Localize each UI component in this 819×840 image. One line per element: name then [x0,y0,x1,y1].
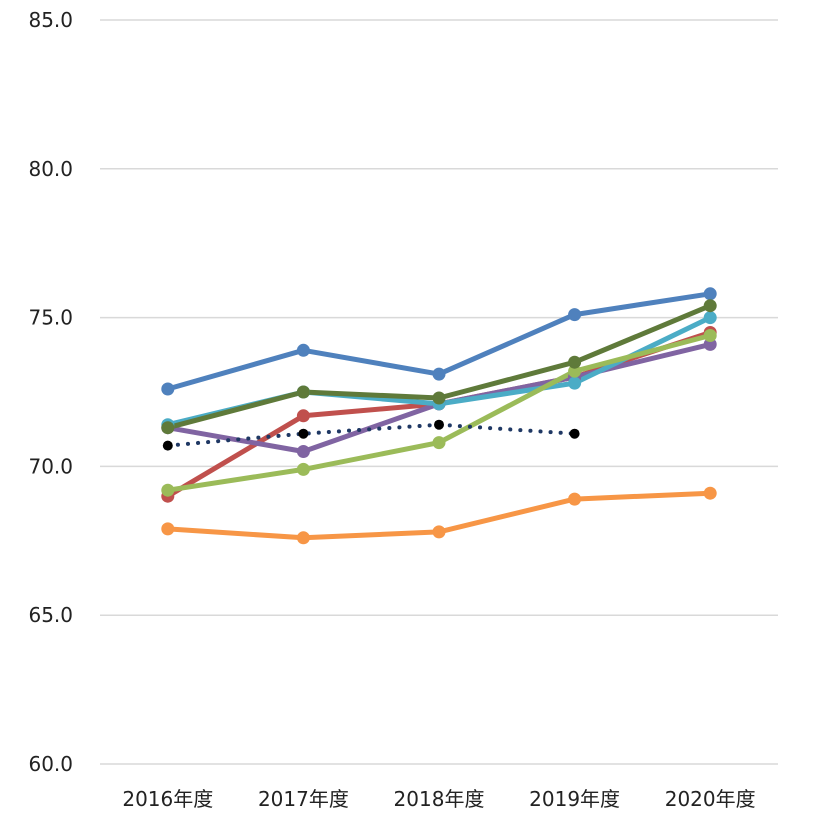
series-1-point [432,367,446,381]
x-tick-label: 2019年度 [529,787,620,811]
series-8-point [298,428,309,439]
series-8-point [434,419,444,430]
series-7-point [568,355,582,369]
series-7-point [161,421,175,435]
series-3-point [703,337,717,351]
series-2-point [296,409,310,423]
y-tick-label: 85.0 [28,8,73,32]
y-tick-label: 80.0 [28,157,73,181]
series-8-point [162,440,173,451]
y-axis-tick-labels: 60.0 65.0 70.0 75.0 80.0 85.0 [28,8,73,776]
series-7-point [703,299,717,313]
series-5-point [568,364,582,378]
series-4-point [703,311,717,325]
series-1-point [568,308,582,322]
series-1-point [703,287,717,301]
series-7-point [296,385,310,399]
series-5-point [161,483,175,497]
series-1-point [161,382,175,396]
series-5-point [296,462,310,476]
series-5-point [703,329,717,342]
series-lines [165,291,713,541]
series-5-point [432,436,446,450]
gridlines [100,19,778,765]
y-tick-label: 65.0 [28,603,73,627]
y-tick-label: 75.0 [28,306,73,330]
y-tick-label: 60.0 [28,752,73,776]
series-6-point [296,531,310,545]
series-1-point [296,343,310,357]
series-line-8 [165,422,577,448]
y-tick-label: 70.0 [28,454,73,478]
x-axis-tick-labels: 2016年度 2017年度 2018年度 2019年度 2020年度 [122,787,755,811]
series-markers [161,287,717,545]
x-tick-label: 2017年度 [258,787,349,811]
series-7-point [432,391,446,405]
series-3-point [296,445,310,458]
series-6-point [568,492,582,506]
x-tick-label: 2016年度 [122,787,213,811]
series-8-point [569,428,580,439]
x-tick-label: 2018年度 [394,787,485,811]
series-6-point [703,486,717,500]
series-4-point [568,376,582,390]
series-6-point [432,525,446,539]
series-6-point [161,522,175,536]
x-tick-label: 2020年度 [665,787,756,811]
